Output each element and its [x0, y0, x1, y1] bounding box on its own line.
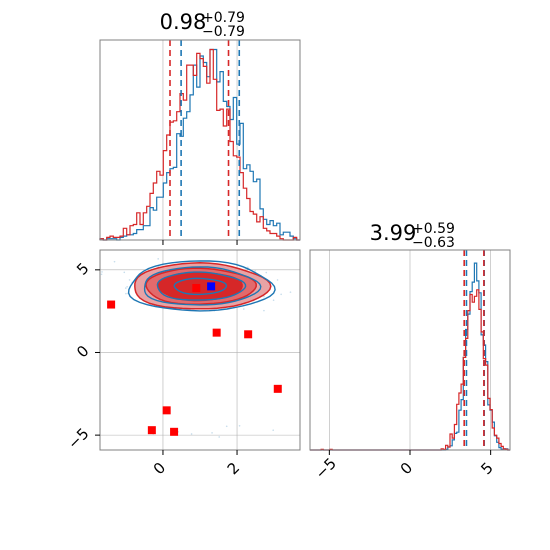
param1-title-plus: +0.79 [202, 10, 245, 26]
blue-contour-mid [143, 266, 262, 306]
scatter-point [242, 308, 245, 310]
joint-contours [127, 260, 276, 312]
joint-y-tick-label: 0 [73, 342, 92, 361]
param1-red-histogram [99, 48, 300, 241]
scatter-point [289, 291, 292, 293]
scatter-point [265, 271, 268, 274]
scatter-point [272, 299, 275, 301]
scatter-point [100, 273, 103, 276]
blue-contour-outer [127, 260, 276, 312]
param1-blue-histogram [99, 48, 300, 241]
scatter-point [272, 429, 275, 432]
red-square-marker [212, 328, 221, 337]
joint-y-tick-label: −5 [64, 425, 92, 453]
param1-histogram-panel: 0.98 +0.79 −0.79 [99, 10, 301, 245]
param2-histogram-panel: −5 0 5 3.99 +0.59 −0.63 [309, 221, 511, 483]
scatter-point [190, 433, 193, 435]
joint-frame [99, 249, 301, 451]
scatter-point [263, 309, 265, 312]
scatter-point [276, 279, 279, 281]
joint-y-ticks: −5 0 5 [64, 259, 100, 453]
param2-tick-label: 0 [397, 459, 416, 478]
scatter-point [125, 292, 127, 295]
param1-title-minus: −0.79 [202, 24, 245, 40]
param1-frame [99, 39, 301, 241]
param2-title-plus: +0.59 [412, 221, 455, 237]
param2-title: 3.99 [370, 221, 417, 245]
scatter-point [238, 424, 241, 427]
scatter-point [157, 258, 159, 260]
param1-title: 0.98 [160, 10, 207, 34]
red-square-marker [162, 406, 171, 415]
scatter-point [225, 425, 228, 428]
red-square-marker [170, 427, 179, 436]
scatter-point [263, 295, 265, 298]
red-square-marker [147, 426, 156, 435]
scatter-point [128, 279, 131, 281]
param2-x-ticks: −5 0 5 [312, 450, 497, 483]
blue-contour-inner [156, 271, 247, 301]
scatter-point [113, 260, 116, 263]
joint-x-tick-label: 2 [224, 459, 243, 478]
scatter-point [218, 436, 221, 438]
scatter-point [280, 293, 282, 296]
red-square-marker [107, 300, 116, 309]
scatter-point [211, 432, 213, 434]
param2-tick-label: −5 [312, 454, 340, 482]
blue-square-marker [207, 282, 216, 291]
scatter-point [126, 285, 128, 288]
joint-markers [107, 282, 282, 436]
scatter-point [101, 271, 103, 273]
scatter-point [247, 266, 249, 269]
red-square-marker [273, 384, 282, 393]
param2-title-minus: −0.63 [412, 235, 455, 251]
red-square-marker [192, 284, 201, 293]
param2-tick-label: 5 [477, 459, 496, 478]
scatter-point [124, 287, 127, 289]
scatter-point [123, 271, 126, 274]
joint-y-tick-label: 5 [73, 259, 92, 278]
blue-contour-core [173, 277, 227, 296]
scatter-point [254, 270, 257, 272]
joint-x-tick-label: 0 [150, 459, 169, 478]
red-square-marker [244, 330, 253, 339]
